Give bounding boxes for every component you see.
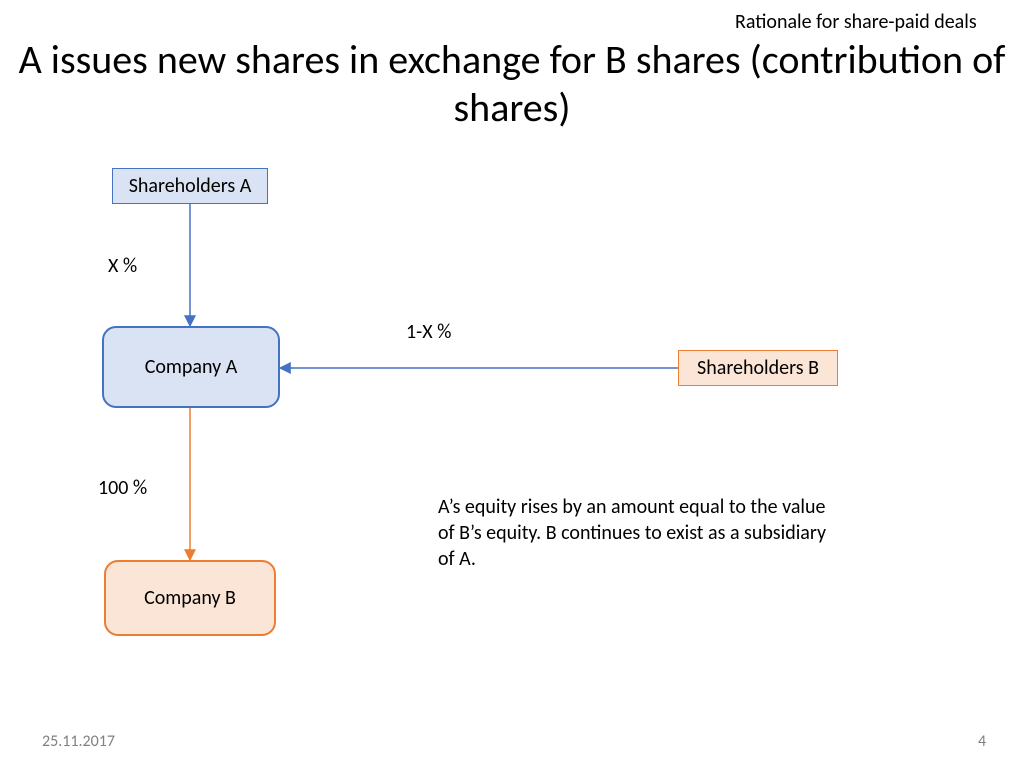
edge-label-one-minus-x: 1-X % bbox=[406, 320, 451, 344]
slide-title: A issues new shares in exchange for B sh… bbox=[0, 36, 1024, 132]
node-company-b: Company B bbox=[104, 560, 276, 636]
node-label: Company B bbox=[144, 586, 236, 610]
node-label: Shareholders B bbox=[697, 356, 819, 380]
edge-label-hundred-percent: 100 % bbox=[98, 476, 147, 500]
node-company-a: Company A bbox=[102, 326, 280, 408]
header-note: Rationale for share-paid deals bbox=[735, 10, 977, 34]
node-label: Company A bbox=[145, 355, 238, 379]
node-label: Shareholders A bbox=[129, 174, 252, 198]
footer-date: 25.11.2017 bbox=[42, 732, 115, 751]
node-shareholders-b: Shareholders B bbox=[678, 350, 838, 386]
node-shareholders-a: Shareholders A bbox=[112, 168, 268, 204]
edge-label-x-percent: X % bbox=[108, 254, 137, 278]
footer-page-number: 4 bbox=[978, 732, 986, 751]
explanation-text: A’s equity rises by an amount equal to t… bbox=[438, 494, 828, 572]
